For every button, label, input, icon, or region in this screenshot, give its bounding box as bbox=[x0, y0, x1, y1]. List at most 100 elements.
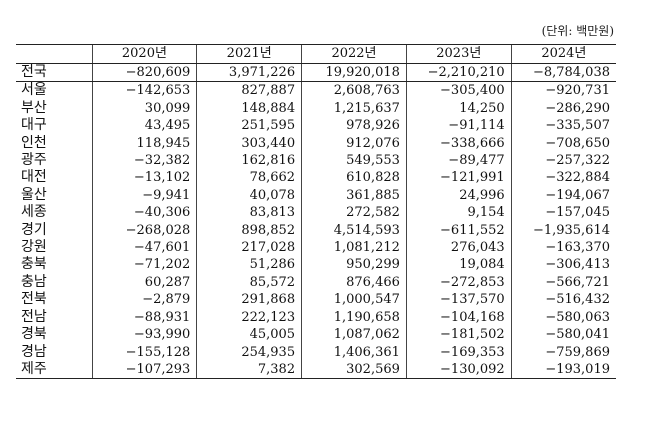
value-cell: 1,081,212 bbox=[301, 239, 407, 257]
value-cell: 148,884 bbox=[196, 99, 302, 118]
value-cell: 85,572 bbox=[196, 273, 302, 292]
value-cell: −93,990 bbox=[91, 326, 197, 344]
value-cell: −155,128 bbox=[91, 343, 197, 361]
region-cell: 인천 bbox=[21, 134, 47, 151]
value-cell: −89,477 bbox=[405, 152, 512, 170]
column-header: 2024년 bbox=[510, 44, 616, 64]
value-cell: −335,507 bbox=[510, 117, 616, 135]
header-row: 2020년 2021년 2022년 2023년 2024년 bbox=[16, 44, 616, 64]
value-cell: −516,432 bbox=[510, 291, 616, 309]
region-cell: 경기 bbox=[21, 221, 47, 238]
value-cell: 361,885 bbox=[301, 186, 407, 205]
value-cell: 19,084 bbox=[405, 256, 512, 274]
value-cell: −9,941 bbox=[91, 186, 197, 205]
value-cell: 24,996 bbox=[405, 186, 512, 205]
value-cell: 950,299 bbox=[301, 256, 407, 274]
value-cell: 40,078 bbox=[196, 186, 302, 205]
value-cell: 254,935 bbox=[196, 343, 302, 361]
value-cell: 302,569 bbox=[301, 360, 407, 380]
value-cell: 1,215,637 bbox=[301, 99, 407, 118]
value-cell: 60,287 bbox=[91, 273, 197, 292]
value-cell: −566,721 bbox=[510, 273, 616, 292]
value-cell: −40,306 bbox=[91, 204, 197, 222]
value-cell: 222,123 bbox=[196, 308, 302, 327]
table-row: 전국 −820,609 3,971,226 19,920,018 −2,210,210−… bbox=[16, 63, 616, 83]
region-cell: 부산 bbox=[21, 99, 47, 116]
value-cell: −163,370 bbox=[510, 239, 616, 257]
value-cell: 30,099 bbox=[91, 99, 197, 118]
value-cell: −286,290 bbox=[510, 99, 616, 118]
value-cell: 251,595 bbox=[196, 117, 302, 135]
unit-label: (단위: 백만원) bbox=[541, 24, 614, 38]
value-cell: 162,816 bbox=[196, 152, 302, 170]
value-cell: −1,935,614 bbox=[510, 221, 616, 240]
table-body: 전국 −820,609 3,971,226 19,920,018 −2,210,210−… bbox=[16, 63, 616, 380]
value-cell: −181,502 bbox=[405, 326, 512, 344]
value-cell: −169,353 bbox=[405, 343, 512, 361]
region-cell: 광주 bbox=[21, 152, 47, 169]
table-row: 충북 −71,202 51,286 950,299 19,084 −306,413 bbox=[16, 256, 616, 274]
value-cell: 217,028 bbox=[196, 239, 302, 257]
region-cell: 전남 bbox=[21, 308, 47, 325]
value-cell: −142,653 bbox=[91, 81, 197, 100]
value-cell: 272,582 bbox=[301, 204, 407, 222]
value-cell: 19,920,018 bbox=[301, 63, 407, 83]
region-cell: 전북 bbox=[21, 291, 47, 308]
region-cell: 세종 bbox=[21, 204, 47, 221]
region-cell: 서울 bbox=[21, 82, 47, 99]
value-cell: 610,828 bbox=[301, 169, 407, 187]
value-cell: −71,202 bbox=[91, 256, 197, 274]
table-row: 울산 −9,941 40,078 361,885 24,996 −194,067 bbox=[16, 186, 616, 205]
value-cell: −121,991 bbox=[405, 169, 512, 187]
value-cell: −580,063 bbox=[510, 308, 616, 327]
value-cell: 827,887 bbox=[196, 81, 302, 100]
value-cell: 876,466 bbox=[301, 273, 407, 292]
column-header: 2020년 bbox=[91, 44, 197, 64]
region-cell: 대전 bbox=[21, 169, 47, 186]
value-cell: 3,971,226 bbox=[196, 63, 302, 83]
value-cell: 2,608,763 bbox=[301, 81, 407, 100]
value-cell: −257,322 bbox=[510, 152, 616, 170]
region-cell: 충남 bbox=[21, 273, 47, 290]
value-cell: −130,092 bbox=[405, 360, 512, 380]
region-cell: 강원 bbox=[21, 239, 47, 256]
data-table: 2020년 2021년 2022년 2023년 2024년 전국 −820,609… bbox=[16, 44, 616, 380]
value-cell: −2,879 bbox=[91, 291, 197, 309]
value-cell: −194,067 bbox=[510, 186, 616, 205]
table-row: 대전 −13,102 78,662 610,828 −121,991 −322,884 bbox=[16, 169, 616, 187]
region-cell: 경남 bbox=[21, 343, 47, 360]
value-cell: 291,868 bbox=[196, 291, 302, 309]
value-cell: 1,087,062 bbox=[301, 326, 407, 344]
region-cell: 전국 bbox=[16, 63, 92, 83]
value-cell: 78,662 bbox=[196, 169, 302, 187]
table-row: 서울 −142,653 827,887 2,608,763 −305,400 −920,7… bbox=[16, 81, 616, 100]
table-row: 제주 −107,293 7,382 302,569 −130,092 −193,019 bbox=[16, 360, 616, 380]
value-cell: −820,609 bbox=[91, 63, 197, 83]
value-cell: −268,028 bbox=[91, 221, 197, 240]
value-cell: 1,406,361 bbox=[301, 343, 407, 361]
value-cell: −322,884 bbox=[510, 169, 616, 187]
value-cell: −157,045 bbox=[510, 204, 616, 222]
region-cell: 충북 bbox=[21, 256, 47, 273]
table-row: 경남 −155,128 254,935 1,406,361 −169,353 −759,8… bbox=[16, 343, 616, 361]
value-cell: 83,813 bbox=[196, 204, 302, 222]
table-row: 대구 43,495 251,595 978,926 −91,114 −335,507 bbox=[16, 117, 616, 135]
table-row: 전북 −2,879 291,868 1,000,547 −137,570 −516,432 bbox=[16, 291, 616, 309]
value-cell: −47,601 bbox=[91, 239, 197, 257]
table-row: 전남 −88,931 222,123 1,190,658 −104,168 −580,06… bbox=[16, 308, 616, 327]
value-cell: 118,945 bbox=[91, 134, 197, 153]
value-cell: 276,043 bbox=[405, 239, 512, 257]
value-cell: 45,005 bbox=[196, 326, 302, 344]
value-cell: −920,731 bbox=[510, 81, 616, 100]
value-cell: −305,400 bbox=[405, 81, 512, 100]
table-row: 경북 −93,990 45,005 1,087,062 −181,502 −580,041 bbox=[16, 326, 616, 344]
value-cell: −91,114 bbox=[405, 117, 512, 135]
value-cell: −13,102 bbox=[91, 169, 197, 187]
value-cell: −580,041 bbox=[510, 326, 616, 344]
table-row: 충남 60,287 85,572 876,466 −272,853 −566,721 bbox=[16, 273, 616, 292]
column-header: 2023년 bbox=[405, 44, 512, 64]
value-cell: −107,293 bbox=[91, 360, 197, 380]
table-row: 경기 −268,028 898,852 4,514,593 −611,552 −1,935… bbox=[16, 221, 616, 240]
value-cell: 898,852 bbox=[196, 221, 302, 240]
